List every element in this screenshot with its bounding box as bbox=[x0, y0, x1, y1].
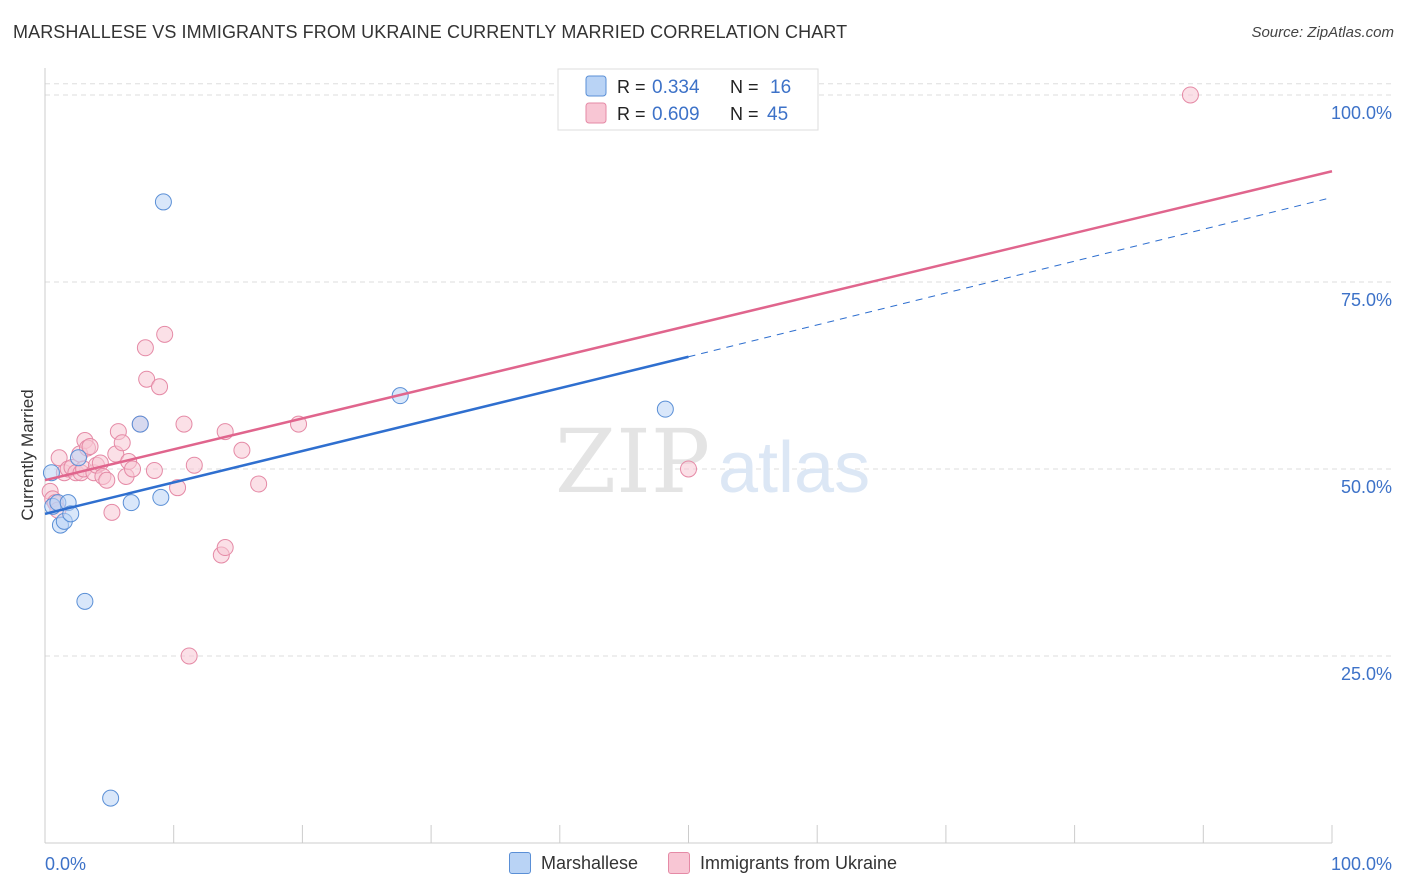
point-marshallese bbox=[152, 488, 170, 506]
watermark-atlas: atlas bbox=[718, 428, 870, 508]
point-ukraine bbox=[180, 647, 198, 665]
point-ukraine bbox=[175, 415, 193, 433]
legend-swatch-marshallese-bottom bbox=[508, 852, 531, 874]
legend-r-value-1: 0.609 bbox=[652, 104, 700, 125]
trend-line-ukraine bbox=[44, 170, 1333, 482]
point-ukraine bbox=[151, 378, 169, 396]
grid-layer bbox=[45, 83, 1392, 843]
legend-item-marshallese[interactable]: Marshallese bbox=[508, 852, 638, 874]
legend-n-label-1: N = bbox=[730, 104, 759, 124]
watermark: ZIP atlas bbox=[555, 410, 870, 513]
point-ukraine bbox=[216, 539, 234, 557]
watermark-zip: ZIP bbox=[555, 410, 710, 513]
point-ukraine bbox=[138, 370, 156, 388]
point-ukraine bbox=[124, 460, 142, 478]
point-marshallese bbox=[122, 494, 140, 512]
x-tick-label-max: 100.0% bbox=[1331, 854, 1392, 874]
point-ukraine bbox=[680, 460, 697, 478]
top-legend: R = 0.334 N = 16 R = 0.609 N = 45 bbox=[557, 68, 819, 131]
trend-layer bbox=[44, 170, 1333, 516]
legend-r-value-0: 0.334 bbox=[652, 77, 700, 98]
trend-line-marshallese-extension bbox=[688, 196, 1333, 358]
point-ukraine bbox=[81, 438, 99, 456]
point-marshallese bbox=[69, 449, 87, 467]
legend-r-label-1: R = bbox=[617, 104, 646, 124]
point-ukraine bbox=[113, 434, 131, 452]
legend-label-marshallese: Marshallese bbox=[540, 852, 638, 873]
point-ukraine bbox=[103, 503, 121, 521]
source-label: Source: ZipAtlas.com bbox=[1251, 24, 1394, 41]
legend-n-value-1: 45 bbox=[767, 104, 788, 125]
legend-n-label-0: N = bbox=[730, 77, 759, 97]
x-tick-labels: 0.0% 100.0% bbox=[45, 854, 1392, 874]
point-ukraine bbox=[156, 325, 174, 343]
trend-line-marshallese bbox=[44, 355, 689, 516]
legend-n-value-0: 16 bbox=[770, 77, 791, 98]
legend-swatch-ukraine-bottom bbox=[668, 852, 690, 874]
point-ukraine bbox=[185, 456, 203, 474]
point-ukraine bbox=[1181, 86, 1199, 104]
axis-layer bbox=[44, 68, 1332, 844]
point-ukraine bbox=[98, 471, 116, 489]
bottom-legend: Marshallese Immigrants from Ukraine bbox=[0, 852, 1406, 874]
legend-label-ukraine: Immigrants from Ukraine bbox=[700, 852, 898, 873]
point-ukraine bbox=[233, 441, 251, 459]
x-tick-label-min: 0.0% bbox=[45, 854, 86, 874]
legend-swatch-ukraine bbox=[585, 102, 607, 124]
y-tick-labels: 25.0% 50.0% 75.0% 100.0% bbox=[1331, 103, 1392, 684]
point-marshallese bbox=[656, 400, 674, 418]
y-tick-label: 25.0% bbox=[1341, 664, 1392, 684]
point-marshallese bbox=[102, 789, 120, 807]
point-marshallese bbox=[154, 193, 172, 211]
point-ukraine bbox=[50, 449, 68, 467]
legend-swatch-marshallese bbox=[585, 75, 607, 97]
point-marshallese bbox=[62, 505, 80, 523]
point-ukraine bbox=[145, 461, 163, 479]
point-ukraine bbox=[250, 475, 268, 493]
y-tick-label: 75.0% bbox=[1341, 290, 1392, 310]
chart-title: MARSHALLESE VS IMMIGRANTS FROM UKRAINE C… bbox=[13, 22, 848, 42]
y-tick-label: 100.0% bbox=[1331, 103, 1392, 123]
point-ukraine bbox=[136, 339, 154, 357]
y-tick-label: 50.0% bbox=[1341, 477, 1392, 497]
y-axis-label: Currently Married bbox=[18, 389, 37, 520]
point-marshallese bbox=[76, 592, 94, 610]
legend-item-ukraine[interactable]: Immigrants from Ukraine bbox=[668, 852, 897, 874]
legend-r-label-0: R = bbox=[617, 77, 646, 97]
point-marshallese bbox=[131, 415, 149, 433]
